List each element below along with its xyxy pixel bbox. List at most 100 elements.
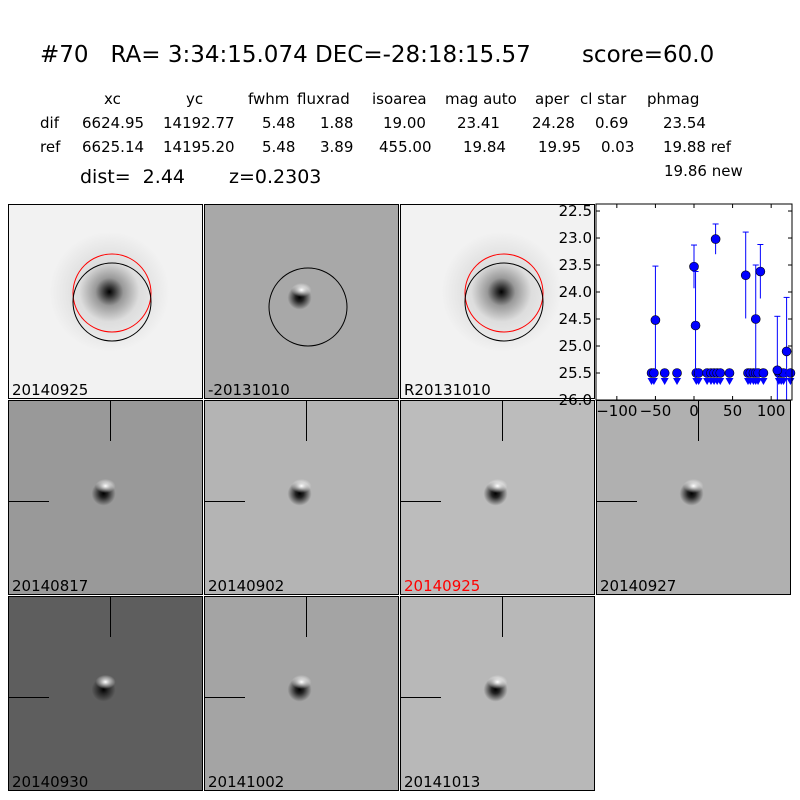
column-header: mag auto [445,90,517,108]
x-tick-label: 100 [757,402,786,420]
crosshair-tick [306,401,307,441]
image-stamp: 20140925 [400,400,595,595]
page-title: #70 RA= 3:34:15.074 DEC=-28:18:15.57 sco… [40,42,715,68]
row-label: dif [40,114,59,132]
stamp-date-label: R20131010 [404,381,491,399]
image-stamp: 20141002 [204,596,399,791]
stamp-date-label: 20141002 [208,773,285,791]
column-header: xc [104,90,121,108]
upper-limit-point [758,368,769,378]
x-tick-label: −50 [640,402,672,420]
upper-limit-marker [660,378,669,386]
table-cell: 19.95 [538,138,581,156]
y-tick-label: 23.5 [559,256,592,274]
upper-limit-point [724,368,735,378]
image-stamp: 20140927 [596,400,791,595]
crosshair-tick [205,501,245,502]
y-tick-label: 24.0 [559,283,592,301]
y-tick-label: 24.5 [559,310,592,328]
table-cell: 6625.14 [82,138,145,156]
data-point [755,266,766,277]
column-header: yc [186,90,204,108]
upper-limit-point [672,368,682,378]
upper-limit-point [785,368,796,378]
upper-limit-marker [779,378,788,386]
column-header: aper [535,90,570,108]
plot-frame [595,203,793,401]
upper-limit-marker [673,378,682,386]
crosshair-tick [502,597,503,637]
table-cell: 19.84 [463,138,506,156]
upper-limit-point [649,368,659,378]
crosshair-tick [306,597,307,637]
data-point [689,261,699,272]
upper-limit-marker [716,378,725,386]
table-cell: 0.69 [595,114,629,132]
image-stamp: 20140925 [8,204,203,399]
image-stamp: R20131010 [400,204,595,399]
new-phmag: 19.86 new [664,162,743,180]
column-header: isoarea [372,90,427,108]
aperture-circles [464,253,544,342]
light-curve-chart: 22.5 23.0 23.5 24.0 24.5 25.0 25.5 26.0−100 −50 0… [559,202,796,420]
table-cell: 455.00 [379,138,432,156]
image-stamp: -20131010 [204,204,399,399]
upper-limit-marker [694,378,703,386]
table-cell: 14192.77 [163,114,235,132]
upper-limit-marker [725,378,734,386]
crosshair-tick [698,401,699,441]
image-stamp: 20140902 [204,400,399,595]
crosshair-tick [205,697,245,698]
y-tick-label: 25.5 [559,364,592,382]
crosshair-tick [110,597,111,637]
data-point [750,314,761,324]
y-tick-label: 26.0 [559,391,592,409]
crosshair-tick [110,401,111,441]
upper-limit-marker [754,378,763,386]
table-cell: 5.48 [262,114,296,132]
stamp-date-label: 20141013 [404,773,481,791]
stamp-date-label: 20140902 [208,577,285,595]
image-stamp: 20140817 [8,400,203,595]
image-stamp: 20140930 [8,596,203,791]
table-cell: 23.54 [663,114,706,132]
x-tick-label: 0 [689,402,699,420]
stamp-date-label: 20140927 [600,577,677,595]
stamp-date-label: 20140925 [12,381,89,399]
image-stamp: 20141013 [400,596,595,791]
table-cell: 0.03 [601,138,635,156]
upper-limit-point [659,368,670,378]
table-cell: 5.48 [262,138,296,156]
upper-limit-marker [649,378,658,386]
dist-value: dist= 2.44 [80,166,185,188]
aperture-circles [72,253,152,342]
table-cell: 6624.95 [82,114,145,132]
y-tick-label: 25.0 [559,337,592,355]
crosshair-tick [401,501,441,502]
stamp-date-label: 20140817 [12,577,89,595]
data-point [690,320,701,331]
table-cell: 1.88 [320,114,354,132]
x-tick-label: −100 [596,402,637,420]
table-cell: 3.89 [320,138,354,156]
data-point [772,365,783,376]
data-point [710,234,721,244]
stamp-date-label: 20140930 [12,773,89,791]
crosshair-tick [9,697,49,698]
data-point [740,270,751,281]
row-label: ref [40,138,61,156]
y-tick-label: 22.5 [559,202,592,220]
plot-area [596,204,792,400]
table-cell: 23.41 [457,114,500,132]
table-cell: 19.00 [383,114,426,132]
data-point [781,346,792,357]
table-cell: 14195.20 [163,138,235,156]
crosshair-tick [502,401,503,441]
x-tick-label: 50 [723,402,742,420]
column-header: phmag [647,90,700,108]
column-header: fluxrad [297,90,350,108]
crosshair-tick [597,501,637,502]
upper-limit-point [715,368,726,378]
stamp-date-label: -20131010 [208,381,290,399]
y-tick-label: 23.0 [559,229,592,247]
